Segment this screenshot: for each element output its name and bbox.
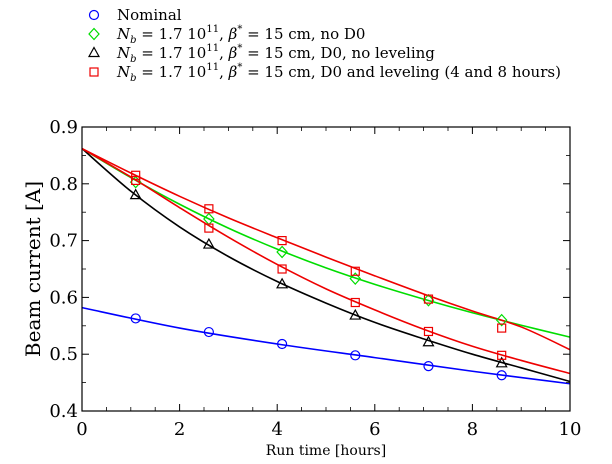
y-tick-label-0: 0.4 (49, 401, 78, 422)
series-3-point-0 (131, 170, 141, 180)
axis-tick-labels: 0 2 4 6 8 10 0.4 0.5 0.6 0.7 0.8 0.9 (49, 117, 581, 440)
series-1-line-0 (81, 147, 571, 338)
series-3-point-5 (277, 264, 287, 274)
legend-marker-3 (89, 67, 99, 77)
series-3-line-1 (81, 147, 571, 375)
x-tick-label-2: 4 (271, 419, 282, 440)
series-3-point-11 (497, 350, 507, 360)
series-2-point-4 (422, 335, 435, 347)
legend-label-0: Nominal (117, 6, 182, 24)
axis-ticks (81, 126, 571, 412)
series-3-point-10 (497, 323, 507, 333)
series-3-point-3 (204, 223, 214, 233)
series-0-point-3 (350, 350, 361, 361)
legend-marker-1 (88, 27, 100, 41)
series-3-point-4 (277, 236, 287, 246)
series-markers (129, 170, 508, 381)
series-2-point-5 (495, 356, 508, 368)
y-axis-label: Beam current [A] (21, 181, 45, 357)
series-0-point-4 (423, 361, 434, 372)
series-3-point-7 (350, 297, 360, 308)
x-tick-label-1: 2 (174, 419, 185, 440)
y-tick-label-5: 0.9 (49, 117, 78, 138)
x-tick-label-3: 6 (369, 419, 380, 440)
legend-marker-0 (88, 9, 100, 21)
legend-label-1: Nb = 1.7 1011, β* = 15 cm, no D0 (116, 24, 365, 46)
y-tick-label-2: 0.6 (49, 287, 78, 308)
y-tick-label-3: 0.7 (49, 231, 78, 252)
series-1-point-2 (276, 245, 288, 259)
legend-label-2: Nb = 1.7 1011, β* = 15 cm, D0, no leveli… (116, 43, 435, 65)
plot-area: 0 2 4 6 8 10 0.4 0.5 0.6 0.7 0.8 0.9 (49, 117, 581, 440)
series-0-point-2 (276, 338, 288, 350)
legend-label-3: Nb = 1.7 1011, β* = 15 cm, D0 and leveli… (116, 62, 561, 84)
series-3-line-0 (81, 147, 571, 351)
series-2-point-0 (129, 188, 142, 200)
series-0-line-0 (81, 306, 571, 385)
series-1-point-5 (495, 313, 508, 327)
y-tick-label-4: 0.8 (49, 174, 78, 195)
series-2-point-2 (276, 277, 289, 289)
series-2-point-1 (202, 237, 215, 249)
series-3-point-6 (350, 266, 360, 276)
x-tick-label-4: 8 (467, 419, 478, 440)
legend-marker-2 (87, 46, 101, 58)
x-axis-label: Run time [hours] (266, 443, 386, 459)
series-2-line-0 (81, 147, 571, 383)
plot-frame (81, 126, 571, 412)
series-3-point-9 (423, 326, 434, 337)
series-1-point-3 (349, 272, 362, 286)
series-1-point-4 (422, 293, 435, 307)
x-tick-label-5: 10 (559, 419, 582, 440)
x-tick-label-0: 0 (76, 419, 87, 440)
series-3-point-2 (204, 204, 214, 214)
series-0-point-5 (496, 370, 507, 381)
series-curves (81, 147, 571, 385)
series-0-point-1 (203, 326, 214, 338)
series-0-point-0 (130, 313, 141, 324)
series-3-point-8 (423, 294, 434, 304)
series-2-point-3 (349, 308, 362, 320)
y-tick-label-1: 0.5 (49, 344, 78, 365)
series-1-point-0 (129, 175, 142, 189)
series-3-point-1 (131, 175, 141, 185)
